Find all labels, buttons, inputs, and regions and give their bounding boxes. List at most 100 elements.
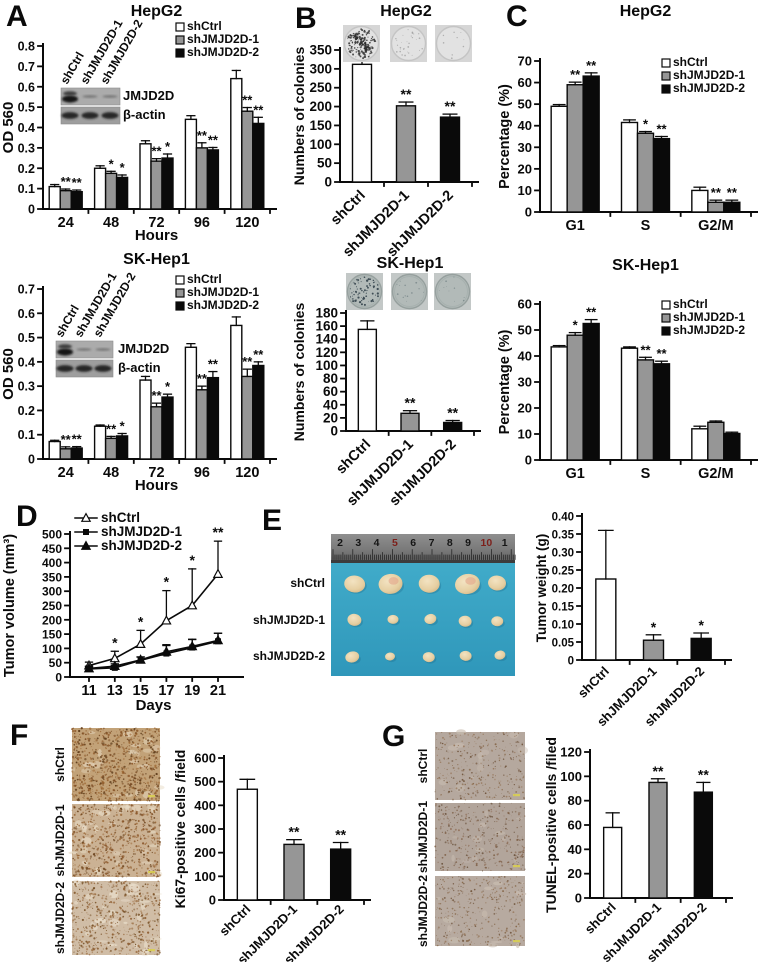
svg-text:0: 0 [330, 424, 338, 439]
svg-text:200: 200 [309, 99, 332, 114]
svg-text:15: 15 [133, 683, 149, 699]
svg-text:**: ** [253, 102, 264, 117]
photo-row-label: shJMJD2D-1 [253, 613, 325, 627]
tunel-image-stack: shCtrl shJMJD2D-1 shJMJD2D-2 [416, 729, 529, 949]
svg-text:40: 40 [323, 397, 338, 412]
svg-text:72: 72 [148, 215, 164, 231]
tumor-photo: 2 3 4 5 6 7 8 9 10 1 shCtrl shJMJD2D-1 shJMJD2D-2 [253, 534, 516, 676]
svg-text:shCtrl: shCtrl [187, 272, 222, 286]
svg-text:17: 17 [158, 683, 174, 699]
ihc-ki67-images: shCtrl shJMJD2D-1 shJMJD2D-2 [53, 727, 165, 957]
svg-text:**: ** [335, 826, 346, 842]
chart-ki67: 0 100 200 300 400 500 600 Ki67-positive cells /… [172, 750, 371, 962]
svg-text:**: ** [72, 175, 83, 190]
svg-text:10: 10 [518, 183, 532, 198]
svg-text:**: ** [586, 305, 597, 320]
svg-text:0: 0 [28, 203, 35, 217]
svg-text:shCtrl: shCtrl [187, 19, 222, 33]
svg-text:80: 80 [323, 371, 338, 386]
svg-text:60: 60 [568, 818, 582, 833]
axes: 0 0.1 0.2 0.3 0.4 0.5 0.6 0.7 OD 560 24 48 72 96 120 H… [0, 283, 277, 494]
svg-text:*: * [120, 160, 126, 175]
svg-text:0: 0 [55, 671, 62, 685]
axes: 0 10 20 30 40 50 60 Percentage (%) G1 S G2/M [497, 297, 758, 482]
image-row-label: shJMJD2D-1 [416, 801, 430, 873]
svg-text:0.25: 0.25 [552, 566, 575, 578]
image-row-label: shJMJD2D-2 [416, 875, 430, 947]
svg-text:**: ** [151, 388, 162, 403]
svg-text:120: 120 [315, 345, 338, 360]
svg-text:shCtrl: shCtrl [582, 900, 619, 937]
svg-text:**: ** [61, 174, 72, 189]
ruler-number: 8 [447, 537, 453, 549]
svg-text:**: ** [208, 132, 219, 147]
tunel-images: shCtrl shJMJD2D-1 shJMJD2D-2 [416, 729, 529, 949]
svg-text:**: ** [242, 93, 253, 108]
svg-text:*: * [120, 419, 126, 434]
svg-text:0.6: 0.6 [18, 307, 35, 321]
svg-text:48: 48 [103, 215, 119, 231]
y-axis-label: Tumor weight (g) [534, 534, 549, 642]
svg-text:**: ** [197, 371, 208, 386]
svg-text:**: ** [656, 346, 667, 361]
svg-text:*: * [138, 613, 144, 629]
ruler-number: 2 [337, 537, 343, 549]
chart-title: HepG2 [131, 3, 183, 20]
svg-text:19: 19 [184, 683, 200, 699]
svg-text:96: 96 [194, 215, 210, 231]
svg-text:shCtrl: shCtrl [575, 664, 612, 701]
svg-text:0.7: 0.7 [18, 283, 35, 297]
blot-protein-label: β-actin [118, 360, 161, 375]
svg-text:*: * [165, 139, 171, 154]
svg-text:150: 150 [309, 118, 332, 133]
svg-text:100: 100 [194, 869, 216, 884]
svg-text:*: * [573, 318, 579, 333]
svg-text:0.15: 0.15 [552, 602, 575, 614]
svg-text:shJMJD2D-1: shJMJD2D-1 [101, 524, 183, 539]
line-series: ****** [83, 524, 224, 673]
panel-e-label: E [262, 504, 283, 537]
svg-text:**: ** [698, 766, 709, 782]
svg-text:50: 50 [49, 656, 63, 670]
svg-text:0.5: 0.5 [18, 331, 35, 345]
svg-text:**: ** [405, 395, 416, 411]
panel-f-label: F [10, 719, 29, 752]
bars: ** ** [602, 763, 714, 899]
bars: ** ** [357, 320, 463, 432]
y-axis-label: Numbers of colonies [291, 303, 307, 442]
svg-text:**: ** [401, 86, 412, 102]
svg-text:50: 50 [317, 156, 332, 171]
svg-text:*: * [189, 552, 195, 568]
chart-title: SK-Hep1 [123, 251, 190, 268]
photo-row-label: shJMJD2D-2 [253, 649, 325, 663]
svg-text:100: 100 [309, 137, 332, 152]
svg-text:140: 140 [315, 332, 338, 347]
svg-text:11: 11 [81, 683, 96, 699]
y-axis-label: Tumor volume (mm³) [2, 534, 18, 677]
svg-text:500: 500 [42, 528, 62, 542]
svg-text:*: * [164, 574, 170, 590]
ruler-number: 10 [481, 537, 493, 549]
x-axis-label: Hours [135, 477, 178, 494]
svg-text:0.05: 0.05 [552, 638, 575, 650]
svg-text:**: ** [289, 824, 300, 840]
svg-text:0.30: 0.30 [552, 548, 574, 560]
svg-text:0: 0 [568, 656, 574, 668]
svg-text:180: 180 [315, 306, 338, 321]
svg-text:100: 100 [42, 642, 62, 656]
svg-text:0.3: 0.3 [18, 141, 35, 155]
svg-text:60: 60 [518, 297, 532, 312]
y-axis-label: Percentage (%) [497, 329, 513, 434]
colony-dish-images [343, 25, 472, 62]
svg-text:160: 160 [315, 319, 338, 334]
svg-text:0.5: 0.5 [18, 101, 35, 115]
svg-text:250: 250 [42, 599, 62, 613]
svg-text:0.35: 0.35 [552, 530, 575, 542]
blot-protein-label: JMJD2D [123, 88, 174, 103]
svg-text:**: ** [72, 432, 83, 447]
svg-text:*: * [109, 156, 115, 171]
